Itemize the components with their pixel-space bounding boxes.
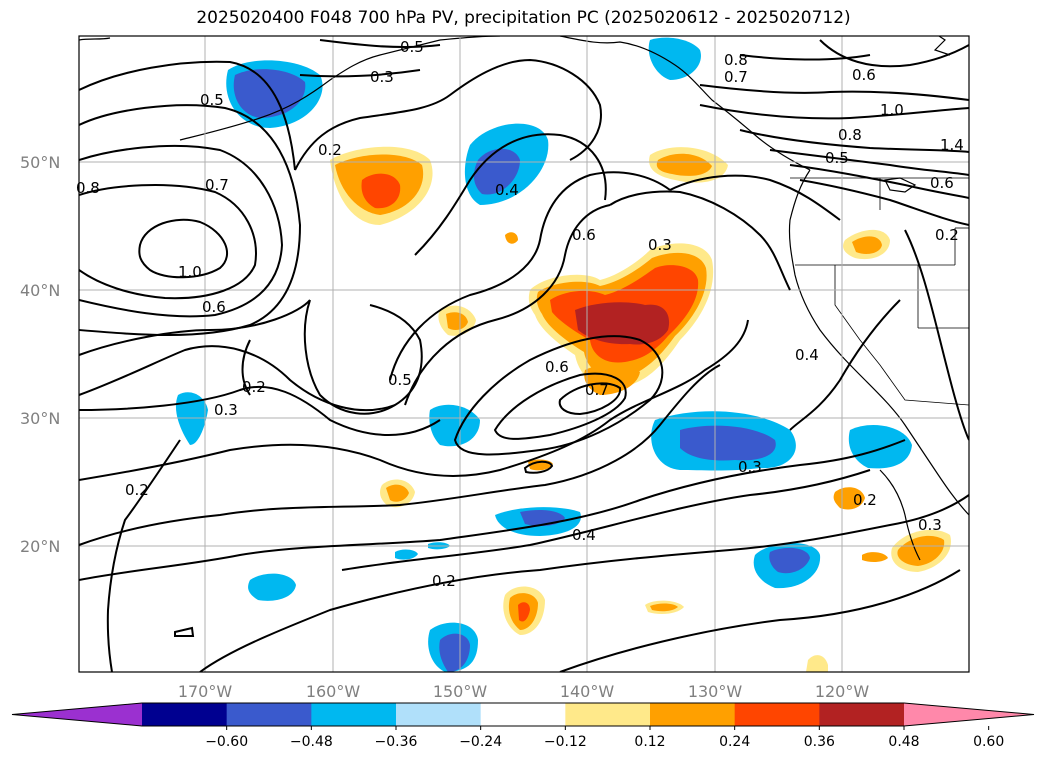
map-title: 2025020400 F048 700 hPa PV, precipitatio… (196, 8, 851, 28)
contour-label: 0.3 (738, 458, 762, 476)
contour-label: 0.4 (795, 346, 819, 364)
lon-label-140: 140°W (560, 682, 615, 701)
longitude-labels: 170°W 160°W 150°W 140°W 130°W 120°W (178, 682, 870, 701)
lat-label-40: 40°N (20, 281, 60, 300)
lat-label-20: 20°N (20, 537, 60, 556)
contour-label: 0.5 (200, 91, 224, 109)
lon-label-160: 160°W (306, 682, 361, 701)
contour-label: 0.4 (495, 181, 519, 199)
colorbar-segment (142, 703, 228, 726)
lon-label-170: 170°W (178, 682, 233, 701)
colorbar-extend-high (904, 703, 1034, 726)
contour-label: 1.0 (178, 263, 202, 281)
contour-labels: 0.5 0.3 0.8 0.7 0.6 0.5 0.2 0.8 0.7 1.0 … (76, 38, 964, 590)
contour-label: 1.4 (940, 136, 964, 154)
colorbar-tick-label: −0.60 (205, 734, 248, 750)
colorbar-segment (226, 703, 312, 726)
contour-label: 0.6 (852, 66, 876, 84)
contour-label: 0.8 (76, 179, 100, 197)
contour-label: 0.8 (724, 51, 748, 69)
lat-label-50: 50°N (20, 153, 60, 172)
negative-shading (175, 37, 912, 672)
colorbar-segment (396, 703, 482, 726)
colorbar-tick-label: 0.12 (634, 734, 665, 750)
colorbar-tick-label: −0.36 (375, 734, 418, 750)
colorbar-tick-label: −0.12 (544, 734, 587, 750)
precip-shading (175, 37, 951, 672)
contour-label: 0.4 (572, 526, 596, 544)
colorbar-tick-label: 0.48 (888, 734, 919, 750)
contour-label: 0.2 (432, 572, 456, 590)
contour-label: 0.6 (930, 174, 954, 192)
gridlines (79, 36, 969, 672)
contour-label: 0.2 (242, 378, 266, 396)
contour-label: 0.6 (202, 298, 226, 316)
lon-label-130: 130°W (688, 682, 743, 701)
contour-label: 0.3 (648, 236, 672, 254)
latitude-labels: 50°N 40°N 30°N 20°N (20, 153, 60, 556)
contour-label: 0.8 (838, 126, 862, 144)
contour-label: 0.2 (935, 226, 959, 244)
colorbar-segment (734, 703, 820, 726)
contour-label: 0.5 (825, 149, 849, 167)
contour-label: 0.6 (572, 226, 596, 244)
colorbar-tick-label: 0.36 (804, 734, 835, 750)
colorbar: −0.60 −0.48 −0.36 −0.24 −0.12 0.12 0.24 0.36 0.4… (11, 702, 1035, 750)
lon-label-150: 150°W (433, 682, 488, 701)
colorbar-outline (11, 702, 1035, 727)
contour-label: 0.3 (214, 401, 238, 419)
positive-shading (330, 146, 951, 672)
lon-label-120: 120°W (815, 682, 870, 701)
contour-label: 0.2 (318, 141, 342, 159)
pv-contours (79, 39, 969, 672)
contour-label: 0.2 (125, 481, 149, 499)
contour-label: 0.6 (545, 358, 569, 376)
colorbar-tick-label: −0.48 (290, 734, 333, 750)
contour-label: 1.0 (880, 101, 904, 119)
colorbar-tick-label: 0.60 (973, 734, 1004, 750)
contour-label: 0.7 (585, 381, 609, 399)
colorbar-segment (565, 703, 651, 726)
contour-label: 0.7 (205, 176, 229, 194)
lat-label-30: 30°N (20, 409, 60, 428)
colorbar-segment (650, 703, 736, 726)
contour-label: 0.3 (370, 68, 394, 86)
contour-label: 0.5 (400, 38, 424, 56)
contour-label: 0.2 (853, 491, 877, 509)
colorbar-extend-low (12, 703, 142, 726)
state-boundaries (790, 177, 969, 406)
colorbar-tick-label: 0.24 (719, 734, 750, 750)
colorbar-segment (819, 703, 905, 726)
colorbar-tick-label: −0.24 (459, 734, 502, 750)
map-frame (78, 35, 970, 673)
colorbar-segment (311, 703, 397, 726)
contour-label: 0.7 (724, 68, 748, 86)
colorbar-segment (480, 703, 566, 726)
contour-label: 0.3 (918, 516, 942, 534)
contour-label: 0.5 (388, 371, 412, 389)
